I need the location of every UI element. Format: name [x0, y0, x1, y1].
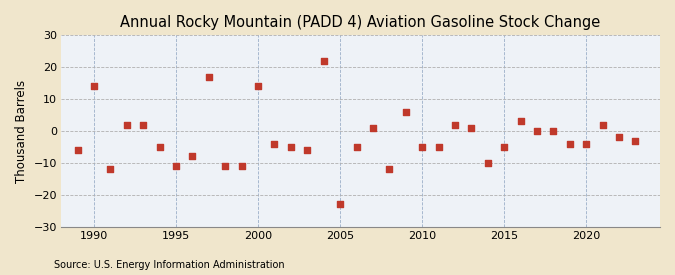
Point — [335, 202, 346, 207]
Text: Source: U.S. Energy Information Administration: Source: U.S. Energy Information Administ… — [54, 260, 285, 270]
Point — [319, 59, 329, 63]
Point — [302, 148, 313, 152]
Point — [171, 164, 182, 168]
Title: Annual Rocky Mountain (PADD 4) Aviation Gasoline Stock Change: Annual Rocky Mountain (PADD 4) Aviation … — [120, 15, 601, 30]
Point — [105, 167, 116, 171]
Point — [72, 148, 83, 152]
Point — [532, 129, 543, 133]
Point — [187, 154, 198, 159]
Point — [252, 84, 263, 89]
Point — [122, 122, 132, 127]
Point — [203, 75, 214, 79]
Point — [483, 161, 493, 165]
Point — [580, 142, 591, 146]
Point — [614, 135, 624, 139]
Y-axis label: Thousand Barrels: Thousand Barrels — [15, 79, 28, 183]
Point — [351, 145, 362, 149]
Point — [155, 145, 165, 149]
Point — [564, 142, 575, 146]
Point — [138, 122, 148, 127]
Point — [499, 145, 510, 149]
Point — [548, 129, 559, 133]
Point — [384, 167, 395, 171]
Point — [269, 142, 280, 146]
Point — [88, 84, 99, 89]
Point — [630, 138, 641, 143]
Point — [450, 122, 460, 127]
Point — [515, 119, 526, 123]
Point — [220, 164, 231, 168]
Point — [400, 110, 411, 114]
Point — [597, 122, 608, 127]
Point — [236, 164, 247, 168]
Point — [416, 145, 427, 149]
Point — [466, 126, 477, 130]
Point — [286, 145, 296, 149]
Point — [433, 145, 444, 149]
Point — [367, 126, 378, 130]
